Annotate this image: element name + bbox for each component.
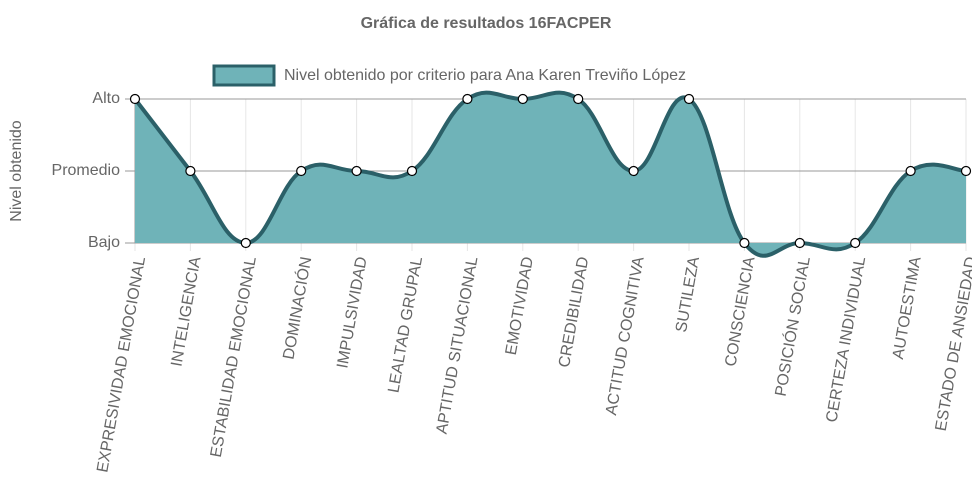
x-tick-label: ESTADO DE ANSIEDAD bbox=[933, 255, 972, 432]
x-tick-label: CERTEZA INDIVIDUAL bbox=[823, 255, 869, 423]
y-tick-label: Promedio bbox=[52, 162, 121, 179]
x-tick-label: POSICIÓN SOCIAL bbox=[771, 255, 814, 398]
x-tick-label: DOMINACIÓN bbox=[279, 255, 316, 361]
y-axis-label: Nivel obtenido bbox=[8, 120, 25, 222]
x-tick-label: CREDIBILIDAD bbox=[556, 255, 592, 368]
point bbox=[905, 165, 916, 177]
x-tick-label: ACTITUD COGNITIVA bbox=[603, 255, 648, 416]
point bbox=[351, 165, 362, 177]
point bbox=[794, 237, 805, 249]
x-tick-label: EXPRESIVIDAD EMOCIONAL bbox=[94, 255, 149, 473]
line bbox=[133, 90, 967, 258]
point bbox=[185, 165, 196, 177]
x-tick-label: IMPULSIVIDAD bbox=[334, 255, 370, 369]
x-tick-label: SUTILEZA bbox=[673, 255, 703, 334]
point bbox=[406, 165, 418, 177]
x-tick-label: APTITUD SITUACIONAL bbox=[434, 255, 482, 435]
chart-title: Gráfica de resultados 16FACPER bbox=[361, 15, 612, 32]
area bbox=[135, 92, 966, 256]
y-tick-label: Alto bbox=[92, 90, 120, 107]
point bbox=[517, 93, 528, 105]
point bbox=[960, 165, 972, 177]
x-tick-label: CONSCIENCIA bbox=[722, 255, 758, 368]
x-tick-label: ESTABILIDAD EMOCIONAL bbox=[208, 255, 260, 458]
point bbox=[850, 237, 861, 249]
x-tick-label: AUTOESTIMA bbox=[890, 255, 925, 360]
x-tick-label: INTELIGENCIA bbox=[168, 255, 204, 368]
point bbox=[240, 237, 251, 249]
point bbox=[628, 165, 639, 177]
legend-label: Nivel obtenido por criterio para Ana Kar… bbox=[284, 67, 686, 84]
point bbox=[573, 93, 584, 105]
point bbox=[739, 237, 750, 249]
x-tick-label: EMOTIVIDAD bbox=[503, 255, 537, 356]
x-tick-label: LEALTAD GRUPAL bbox=[385, 255, 426, 394]
y-tick-label: Bajo bbox=[88, 234, 120, 251]
point bbox=[462, 93, 473, 105]
point bbox=[683, 93, 695, 105]
point bbox=[296, 165, 307, 177]
legend-swatch bbox=[212, 64, 276, 87]
point bbox=[129, 93, 141, 105]
